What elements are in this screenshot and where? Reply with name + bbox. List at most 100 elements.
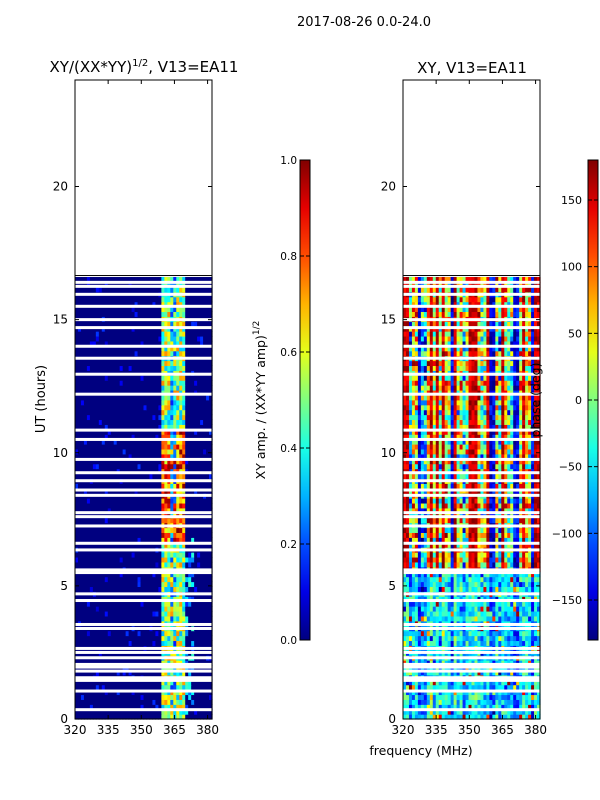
heatmap-cell	[188, 615, 192, 622]
heatmap-cell	[143, 301, 148, 308]
heatmap-cell	[116, 601, 121, 607]
heatmap-cell	[146, 448, 151, 455]
heatmap-cell	[194, 360, 198, 367]
heatmap-cell	[75, 537, 79, 543]
heatmap-cell	[185, 571, 189, 578]
heatmap-cell	[128, 615, 133, 622]
heatmap-cell	[149, 615, 154, 622]
heatmap-cell	[495, 699, 499, 705]
heatmap-cell	[161, 684, 165, 691]
heatmap-cell	[128, 502, 133, 509]
heatmap-cell	[197, 385, 201, 391]
heatmap-cell	[179, 306, 183, 312]
heatmap-cell	[197, 704, 201, 710]
heatmap-cell	[197, 277, 201, 283]
heatmap-cell	[182, 448, 186, 455]
heatmap-cell	[167, 601, 171, 607]
heatmap-cell	[179, 596, 183, 602]
heatmap-cell	[110, 385, 115, 391]
heatmap-cell	[209, 586, 213, 592]
heatmap-cell	[113, 699, 118, 705]
heatmap-cell	[107, 277, 112, 283]
heatmap-cell	[173, 424, 177, 430]
heatmap-cell	[119, 424, 124, 430]
heatmap-cell	[101, 350, 106, 357]
heatmap-cell	[492, 684, 496, 691]
heatmap-cell	[206, 453, 210, 460]
heatmap-cell	[194, 414, 198, 421]
heatmap-cell	[137, 281, 142, 288]
heatmap-cell	[119, 571, 124, 578]
heatmap-cell	[77, 581, 82, 588]
heatmap-cell	[146, 542, 151, 548]
heatmap-cell	[134, 419, 139, 425]
heatmap-cell	[86, 561, 91, 568]
heatmap-cell	[152, 394, 157, 401]
heatmap-cell	[137, 640, 142, 646]
heatmap-cell	[152, 473, 157, 479]
heatmap-cell	[77, 380, 82, 386]
heatmap-cell	[176, 286, 180, 293]
heatmap-cell	[92, 404, 97, 411]
heatmap-cell	[471, 669, 476, 676]
heatmap-cell	[209, 606, 213, 612]
heatmap-cell	[86, 483, 91, 489]
heatmap-cell	[495, 635, 499, 642]
heatmap-cell	[498, 640, 502, 646]
heatmap-cell	[75, 375, 79, 381]
heatmap-cell	[173, 596, 177, 602]
heatmap-cell	[197, 684, 201, 691]
heatmap-cell	[182, 277, 186, 283]
heatmap-cell	[468, 635, 473, 642]
heatmap-cell	[122, 669, 127, 676]
heatmap-cell	[432, 709, 437, 715]
heatmap-cell	[471, 709, 476, 715]
heatmap-cell	[80, 669, 85, 676]
heatmap-cell	[179, 552, 183, 558]
heatmap-cell	[513, 640, 517, 646]
heatmap-cell	[146, 286, 151, 293]
heatmap-cell	[182, 331, 186, 337]
heatmap-cell	[77, 571, 82, 578]
heatmap-cell	[83, 660, 88, 666]
heatmap-cell	[170, 660, 174, 666]
heatmap-cell	[119, 709, 124, 715]
heatmap-cell	[203, 419, 207, 425]
heatmap-cell	[161, 375, 165, 381]
heatmap-cell	[92, 606, 97, 612]
heatmap-cell	[200, 498, 204, 504]
heatmap-cell	[140, 532, 145, 538]
heatmap-cell	[155, 311, 159, 317]
heatmap-cell	[143, 340, 148, 347]
heatmap-cell	[95, 453, 100, 460]
heatmap-cell	[182, 345, 186, 352]
heatmap-cell	[146, 684, 151, 691]
heatmap-cell	[92, 311, 97, 317]
heatmap-cell	[516, 699, 520, 705]
heatmap-cell	[167, 630, 171, 637]
heatmap-cell	[182, 424, 186, 430]
heatmap-cell	[125, 556, 130, 563]
heatmap-cell	[203, 669, 207, 676]
heatmap-cell	[95, 694, 100, 700]
heatmap-cell	[167, 571, 171, 578]
heatmap-cell	[167, 414, 171, 421]
heatmap-cell	[113, 561, 118, 568]
heatmap-cell	[140, 380, 145, 386]
heatmap-cell	[173, 453, 177, 460]
heatmap-cell	[137, 453, 142, 460]
heatmap-cell	[149, 473, 154, 479]
heatmap-cell	[152, 527, 157, 533]
heatmap-cell	[116, 424, 121, 430]
heatmap-cell	[134, 704, 139, 710]
heatmap-cell	[95, 709, 100, 715]
heatmap-cell	[80, 404, 85, 411]
heatmap-cell	[140, 419, 145, 425]
heatmap-cell	[194, 439, 198, 445]
heatmap-cell	[209, 596, 213, 602]
heatmap-cell	[101, 340, 106, 347]
heatmap-cell	[200, 532, 204, 538]
heatmap-cell	[200, 463, 204, 470]
heatmap-cell	[182, 615, 186, 622]
heatmap-cell	[510, 704, 514, 710]
